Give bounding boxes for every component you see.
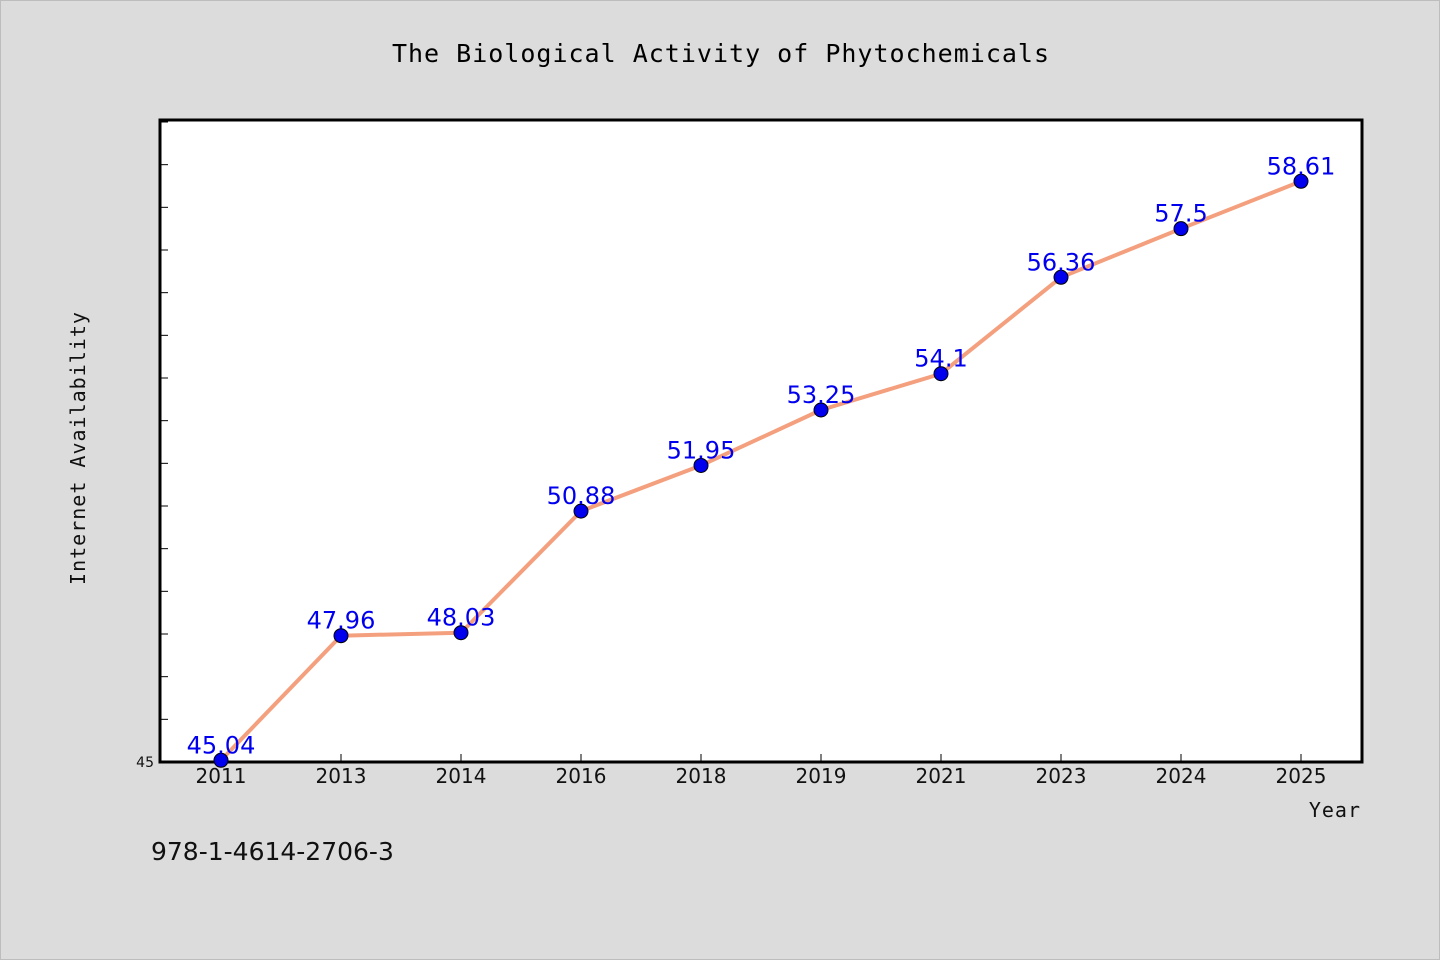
data-label: 58.61 bbox=[1267, 152, 1336, 180]
data-point bbox=[1173, 221, 1189, 237]
x-tick-label: 2013 bbox=[316, 764, 367, 788]
data-label: 45.04 bbox=[187, 731, 256, 759]
x-tick-label: 2025 bbox=[1276, 764, 1327, 788]
data-point bbox=[693, 457, 709, 473]
y-axis-label: Internet Availability bbox=[66, 311, 90, 585]
data-point bbox=[453, 625, 469, 641]
data-labels: 45.04 47.96 48.03 50.88 51.95 53.25 54.1 56.36 5… bbox=[187, 152, 1336, 759]
x-axis-label: Year bbox=[1309, 798, 1361, 822]
series-line bbox=[219, 179, 1303, 763]
series-markers bbox=[213, 173, 1309, 768]
data-point bbox=[1293, 173, 1309, 189]
data-label: 50.88 bbox=[547, 482, 616, 510]
y-axis-ticks bbox=[160, 121, 168, 763]
data-point bbox=[1053, 269, 1069, 285]
data-label: 56.36 bbox=[1027, 248, 1096, 276]
data-label: 48.03 bbox=[427, 604, 496, 632]
data-point bbox=[573, 503, 589, 519]
isbn-footer: 978-1-4614-2706-3 bbox=[151, 837, 394, 866]
data-point bbox=[933, 366, 949, 382]
data-point bbox=[813, 402, 829, 418]
x-tick-label: 2014 bbox=[436, 764, 487, 788]
plot-area bbox=[158, 118, 1364, 764]
x-tick-label: 2024 bbox=[1156, 764, 1207, 788]
x-tick-label: 2019 bbox=[796, 764, 847, 788]
x-axis-ticks bbox=[220, 754, 1302, 762]
data-label: 47.96 bbox=[307, 607, 376, 635]
data-point bbox=[213, 752, 229, 768]
data-label: 53.25 bbox=[787, 381, 856, 409]
chart-title: The Biological Activity of Phytochemical… bbox=[392, 39, 1050, 68]
data-point bbox=[333, 628, 349, 644]
data-label: 51.95 bbox=[667, 436, 736, 464]
x-tick-labels: 2011 2013 2014 2016 2018 2019 2021 2023 2024 2025 bbox=[196, 764, 1327, 788]
x-tick-label: 2023 bbox=[1036, 764, 1087, 788]
x-tick-label: 2018 bbox=[676, 764, 727, 788]
x-tick-label: 2021 bbox=[916, 764, 967, 788]
data-label: 54.1 bbox=[914, 345, 967, 373]
y-tick-label: 45 bbox=[136, 755, 154, 771]
data-label: 57.5 bbox=[1154, 200, 1207, 228]
x-tick-label: 2011 bbox=[196, 764, 247, 788]
x-tick-label: 2016 bbox=[556, 764, 607, 788]
